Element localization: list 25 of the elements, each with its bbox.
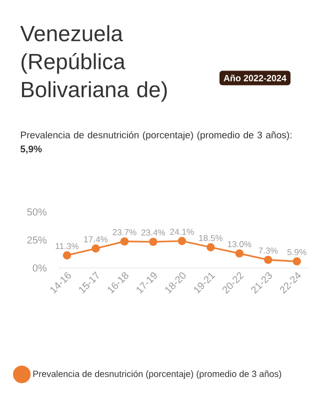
data-label: 18.5% — [199, 234, 223, 242]
data-label: 11.3% — [56, 243, 79, 250]
chart-subtitle: Prevalencia de desnutrición (porcentaje) (promedio de 3 años): 5,9% — [20, 131, 292, 154]
chart-title: Venezuela (República Bolivariana de) — [20, 25, 167, 102]
y-tick-label: 25% — [27, 236, 46, 244]
data-label: 5.9% — [287, 249, 306, 256]
data-label: 17.4% — [84, 236, 108, 242]
point — [178, 236, 186, 246]
y-tick-label: 0% — [32, 264, 46, 272]
data-label: 7.3% — [258, 248, 278, 254]
data-label: 23.7% — [112, 229, 136, 236]
point — [235, 249, 244, 258]
point — [120, 237, 129, 246]
point — [264, 256, 272, 264]
data-label: 13.0% — [228, 241, 252, 248]
point — [292, 257, 301, 266]
point — [62, 251, 72, 260]
text: Año 2022-2024 — [224, 74, 286, 82]
point — [206, 243, 215, 252]
y-tick-label: 50% — [27, 208, 46, 216]
data-label: 24.1% — [170, 228, 194, 235]
legend-label: Prevalencia de desnutrición (porcentaje) (promedio de 3 años) — [33, 370, 282, 379]
point — [149, 238, 158, 246]
data-label: 23.4% — [141, 230, 166, 236]
point — [92, 244, 100, 253]
